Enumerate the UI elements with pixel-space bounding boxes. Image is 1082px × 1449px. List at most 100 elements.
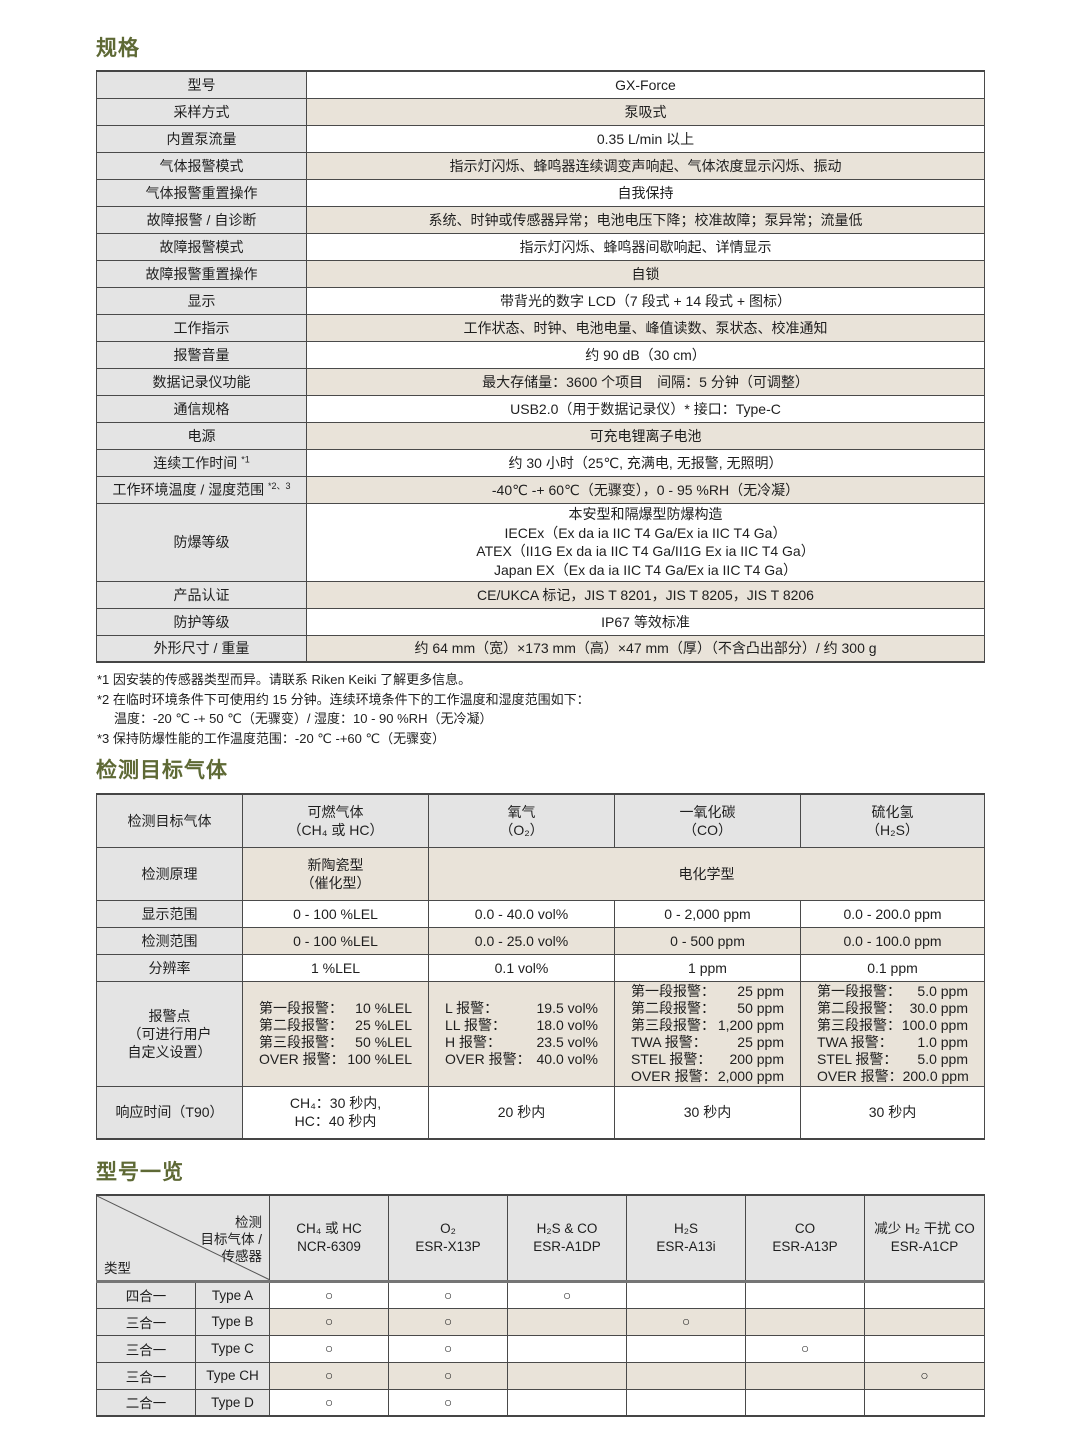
sensor-model: ESR-A1DP <box>533 1238 601 1254</box>
model-type-cell: 三合一 <box>96 1307 196 1336</box>
alarm-value: 1,200 ppm <box>717 1016 784 1033</box>
model-mark-cell <box>507 1388 628 1417</box>
table-row: 气体报警模式 指示灯闪烁、蜂鸣器连续调变声响起、气体浓度显示闪烁、振动 <box>96 151 985 180</box>
spec-row-label: 数据记录仪功能 <box>96 367 307 396</box>
model-mark-cell: ○ <box>269 1307 390 1336</box>
spec-row-label: 通信规格 <box>96 394 307 423</box>
alarm-line: 第二段报警： 30.0 ppm <box>807 1000 978 1017</box>
alarm-name: 第二段报警： <box>259 1016 343 1033</box>
resolution-value: 1 %LEL <box>242 953 429 982</box>
model-name-cell: Type A <box>194 1280 271 1309</box>
table-row: 检测原理 新陶瓷型 （催化型） 电化学型 <box>96 846 985 901</box>
spec-row-value: 约 90 dB（30 cm） <box>306 340 985 369</box>
display-range-value: 0 - 100 %LEL <box>242 899 429 928</box>
table-row: 三合一 Type C ○ ○ ○ <box>96 1334 985 1363</box>
display-range-value: 0.0 - 40.0 vol% <box>428 899 615 928</box>
alarm-name: H 报警： <box>445 1033 501 1050</box>
spec-row-label: 型号 <box>96 70 307 99</box>
alarm-points-cell: 第一段报警： 25 ppm 第二段报警： 50 ppm 第三段报警： 1,200 pp… <box>614 980 801 1087</box>
alarm-value: 50 %LEL <box>355 1033 412 1050</box>
model-type-cell: 三合一 <box>96 1361 196 1390</box>
alarm-name: STEL 报警： <box>631 1050 712 1067</box>
corner-top-line: 传感器 <box>221 1249 263 1265</box>
spec-row-value: 约 64 mm（宽）×173 mm（高）×47 mm（厚）（不含凸出部分）/ 约… <box>306 634 985 663</box>
sensor-gas: CO <box>794 1220 816 1236</box>
footnote-line: *2 在临时环境条件下可使用约 15 分钟。连续环境条件下的工作温度和湿度范围如… <box>97 691 590 707</box>
sensor-model: ESR-A13i <box>656 1238 716 1254</box>
spec-row-label: 电源 <box>96 421 307 450</box>
display-range-label: 显示范围 <box>96 899 243 928</box>
alarm-value: 25 %LEL <box>355 1016 412 1033</box>
model-mark-cell <box>626 1280 747 1309</box>
alarm-line: OVER 报警： 200.0 ppm <box>807 1068 978 1085</box>
spec-row-label: 气体报警模式 <box>96 151 307 180</box>
sensor-column-header: CH₄ 或 HC NCR-6309 <box>269 1194 390 1283</box>
spec-row-label-text: 连续工作时间 <box>153 454 238 471</box>
corner-top-line: 目标气体 / <box>200 1232 263 1248</box>
alarm-line: TWA 报警： 25 ppm <box>621 1034 794 1051</box>
model-mark-cell: ○ <box>269 1361 390 1390</box>
model-mark-cell: ○ <box>626 1307 747 1336</box>
resolution-value: 0.1 ppm <box>800 953 985 982</box>
page-content: 规格 型号 GX-Force 采样方式 泵吸式 内置泵流量 0.35 L/min… <box>95 37 985 1417</box>
model-mark-cell: ○ <box>507 1280 628 1309</box>
section-title-gases: 检测目标气体 <box>96 759 228 782</box>
alarm-value: 5.0 ppm <box>917 982 968 999</box>
alarm-line: H 报警： 23.5 vol% <box>435 1034 608 1051</box>
alarm-name: 第一段报警： <box>259 999 343 1016</box>
model-type-cell: 三合一 <box>96 1334 196 1363</box>
spec-row-label: 显示 <box>96 286 307 315</box>
display-range-value: 0 - 2,000 ppm <box>614 899 801 928</box>
gas-formula: （CH₄ 或 HC） <box>287 821 384 838</box>
alarm-points-cell: L 报警： 19.5 vol% LL 报警： 18.0 vol% H 报警： 23.5… <box>428 980 615 1087</box>
table-row: 外形尺寸 / 重量 约 64 mm（宽）×173 mm（高）×47 mm（厚）（… <box>96 634 985 663</box>
alarm-line: STEL 报警： 200 ppm <box>621 1051 794 1068</box>
detection-range-value: 0.0 - 25.0 vol% <box>428 926 615 955</box>
alarm-value: 2,000 ppm <box>717 1067 784 1084</box>
diagonal-header-cell: 检测 目标气体 / 传感器 类型 <box>95 1194 271 1283</box>
model-mark-cell <box>626 1334 747 1363</box>
alarm-name: OVER 报警： <box>817 1067 903 1084</box>
spec-row-label: 工作环境温度 / 湿度范围 *2、3 <box>96 475 307 504</box>
gas-formula: （H₂S） <box>866 821 919 838</box>
spec-row-label: 防护等级 <box>96 607 307 636</box>
table-row: 产品认证 CE/UKCA 标记，JIS T 8201，JIS T 8205，JI… <box>96 580 985 609</box>
table-row: 工作指示 工作状态、时钟、电池电量、峰值读数、泵状态、校准通知 <box>96 313 985 342</box>
spec-row-label: 防爆等级 <box>96 502 307 582</box>
alarm-value: 100 %LEL <box>347 1050 412 1067</box>
response-time-cell: CH₄：30 秒内, HC：40 秒内 <box>242 1085 429 1140</box>
alarm-label-line: 报警点 <box>148 1007 191 1024</box>
alarm-line: 第三段报警： 50 %LEL <box>249 1034 422 1051</box>
sensor-column-header: H₂S & CO ESR-A1DP <box>507 1194 628 1283</box>
detection-range-value: 0 - 100 %LEL <box>242 926 429 955</box>
table-row: 防护等级 IP67 等效标准 <box>96 607 985 636</box>
footnote-marker: *2、3 <box>268 481 291 492</box>
corner-bottom-label: 类型 <box>104 1260 131 1276</box>
model-mark-cell <box>626 1361 747 1390</box>
principle-line: （催化型） <box>300 874 371 891</box>
resolution-value: 1 ppm <box>614 953 801 982</box>
gas-corner-label: 检测目标气体 <box>96 793 243 848</box>
model-mark-cell <box>745 1307 866 1336</box>
model-mark-cell: ○ <box>745 1334 866 1363</box>
gas-column-header: 硫化氢 （H₂S） <box>800 793 985 848</box>
alarm-line: 第一段报警： 5.0 ppm <box>807 983 978 1000</box>
model-name-cell: Type C <box>194 1334 271 1363</box>
table-row: 型号 GX-Force <box>96 70 985 99</box>
spec-row-label: 工作指示 <box>96 313 307 342</box>
principle-electrochemical: 电化学型 <box>428 846 985 901</box>
alarm-value: 25 ppm <box>737 1033 784 1050</box>
table-row: 显示 带背光的数字 LCD（7 段式 + 14 段式 + 图标） <box>96 286 985 315</box>
model-mark-cell <box>745 1388 866 1417</box>
model-name-cell: Type CH <box>194 1361 271 1390</box>
spec-row-label: 故障报警 / 自诊断 <box>96 205 307 234</box>
table-row: 通信规格 USB2.0（用于数据记录仪）* 接口：Type-C <box>96 394 985 423</box>
alarm-line: 第二段报警： 25 %LEL <box>249 1017 422 1034</box>
alarm-line: 第二段报警： 50 ppm <box>621 1000 794 1017</box>
table-row: 内置泵流量 0.35 L/min 以上 <box>96 124 985 153</box>
model-type-cell: 二合一 <box>96 1388 196 1417</box>
alarm-value: 23.5 vol% <box>536 1033 598 1050</box>
alarm-value: 5.0 ppm <box>917 1050 968 1067</box>
model-mark-cell <box>745 1361 866 1390</box>
alarm-line: 第一段报警： 10 %LEL <box>249 1000 422 1017</box>
